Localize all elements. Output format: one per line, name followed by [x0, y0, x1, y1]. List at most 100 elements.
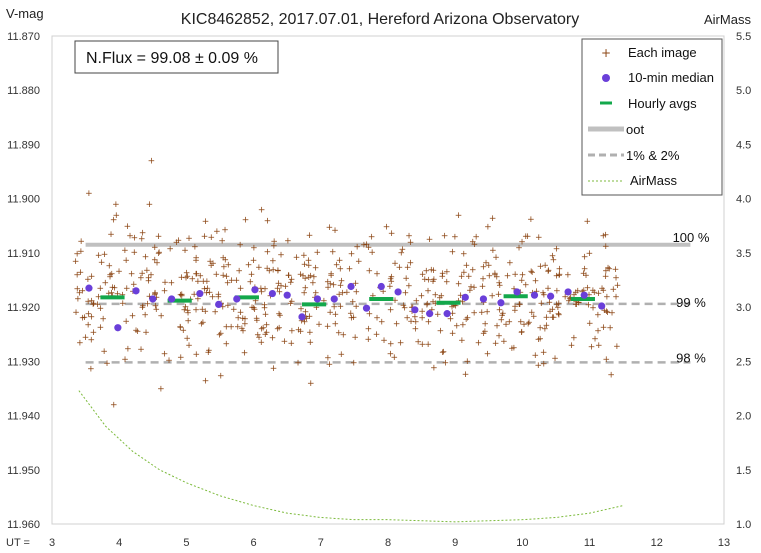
each-image-point: +: [428, 306, 436, 316]
each-image-point: +: [360, 240, 368, 250]
each-image-point: +: [502, 320, 510, 330]
median-point: [377, 282, 385, 291]
each-image-point: +: [258, 325, 266, 335]
each-image-point: +: [506, 318, 514, 328]
each-image-point: +: [386, 282, 394, 292]
each-image-point: +: [606, 323, 614, 333]
each-image-point: +: [365, 324, 373, 334]
each-image-point: +: [151, 243, 159, 253]
each-image-point: +: [455, 211, 463, 221]
each-image-point: +: [451, 233, 459, 243]
each-image-point: +: [106, 270, 114, 280]
each-image-point: +: [248, 270, 256, 280]
each-image-point: +: [584, 283, 592, 293]
each-image-point: +: [598, 284, 606, 294]
median-point: [330, 295, 338, 303]
each-image-point: +: [185, 234, 193, 244]
each-image-point: +: [241, 320, 249, 330]
each-image-point: +: [590, 288, 598, 298]
y-tick-label-right: 4.5: [736, 139, 751, 151]
each-image-point: +: [207, 261, 215, 271]
legend-label: Hourly avgs: [628, 96, 697, 111]
each-image-point: +: [206, 288, 214, 298]
each-image-point: +: [388, 229, 396, 239]
each-image-point: +: [222, 322, 230, 332]
each-image-point: +: [399, 245, 407, 255]
each-image-point: +: [458, 272, 466, 282]
each-image-point: +: [369, 291, 377, 301]
each-image-point: +: [556, 265, 564, 275]
each-image-point: +: [300, 289, 308, 299]
each-image-point: +: [146, 200, 154, 210]
each-image-point: +: [312, 263, 320, 273]
each-image-point: +: [212, 270, 220, 280]
each-image-point: +: [612, 265, 620, 275]
each-image-point: +: [218, 237, 226, 247]
each-image-point: +: [99, 315, 107, 325]
each-image-point: +: [205, 346, 213, 356]
each-image-point: +: [257, 284, 265, 294]
each-image-point: +: [460, 268, 468, 278]
each-image-point: +: [412, 297, 420, 307]
each-image-point: +: [368, 232, 376, 242]
each-image-point: +: [421, 275, 429, 285]
each-image-point: +: [284, 237, 292, 247]
each-image-point: +: [585, 290, 593, 300]
each-image-point: +: [213, 227, 221, 237]
each-image-point: +: [594, 311, 602, 321]
each-image-point: +: [564, 271, 572, 281]
each-image-point: +: [287, 278, 295, 288]
each-image-point: +: [101, 250, 109, 260]
median-point: [85, 284, 93, 292]
each-image-point: +: [527, 267, 535, 277]
each-image-point: +: [540, 360, 548, 370]
each-image-point: +: [613, 342, 621, 352]
each-image-point: +: [443, 277, 451, 287]
each-image-point: +: [499, 309, 507, 319]
each-image-point: +: [275, 324, 283, 334]
each-image-point: +: [407, 258, 415, 268]
each-image-point: +: [199, 305, 207, 315]
each-image-point: +: [72, 257, 80, 267]
each-image-point: +: [511, 270, 519, 280]
each-image-point: +: [203, 289, 211, 299]
each-image-point: +: [209, 292, 217, 302]
each-image-point: +: [403, 313, 411, 323]
each-image-point: +: [467, 282, 475, 292]
each-image-point: +: [121, 355, 129, 365]
each-image-point: +: [419, 270, 427, 280]
median-point: [598, 302, 606, 310]
each-image-point: +: [459, 320, 467, 330]
each-image-point: +: [387, 305, 395, 315]
each-image-point: +: [604, 308, 612, 318]
each-image-point: +: [315, 320, 323, 330]
each-image-point: +: [74, 284, 82, 294]
each-image-point: +: [607, 371, 615, 381]
median-point: [215, 300, 223, 308]
each-image-point: +: [511, 306, 519, 316]
each-image-point: +: [307, 379, 315, 389]
each-image-point: +: [565, 296, 573, 306]
each-image-point: +: [355, 257, 363, 267]
each-image-point: +: [326, 308, 334, 318]
each-image-point: +: [438, 292, 446, 302]
each-image-point: +: [238, 324, 246, 334]
y-tick-label-left: 11.940: [7, 411, 40, 423]
each-image-point: +: [448, 303, 456, 313]
each-image-point: +: [522, 280, 530, 290]
each-image-point: +: [257, 338, 265, 348]
legend-label: AirMass: [630, 173, 677, 188]
each-image-point: +: [139, 302, 147, 312]
median-point: [298, 313, 306, 321]
each-image-point: +: [478, 308, 486, 318]
each-image-point: +: [337, 265, 345, 275]
each-image-point: +: [350, 359, 358, 369]
y-tick-label-left: 11.930: [7, 356, 40, 368]
airmass-line: [78, 390, 624, 523]
reference-lines: 100 % 99 % 98 %: [85, 230, 710, 365]
each-image-point: +: [305, 273, 313, 283]
y-tick-label-right: 1.0: [736, 519, 751, 531]
each-image-point: +: [90, 328, 98, 338]
each-image-point: +: [551, 354, 559, 364]
each-image-point: +: [263, 328, 271, 338]
